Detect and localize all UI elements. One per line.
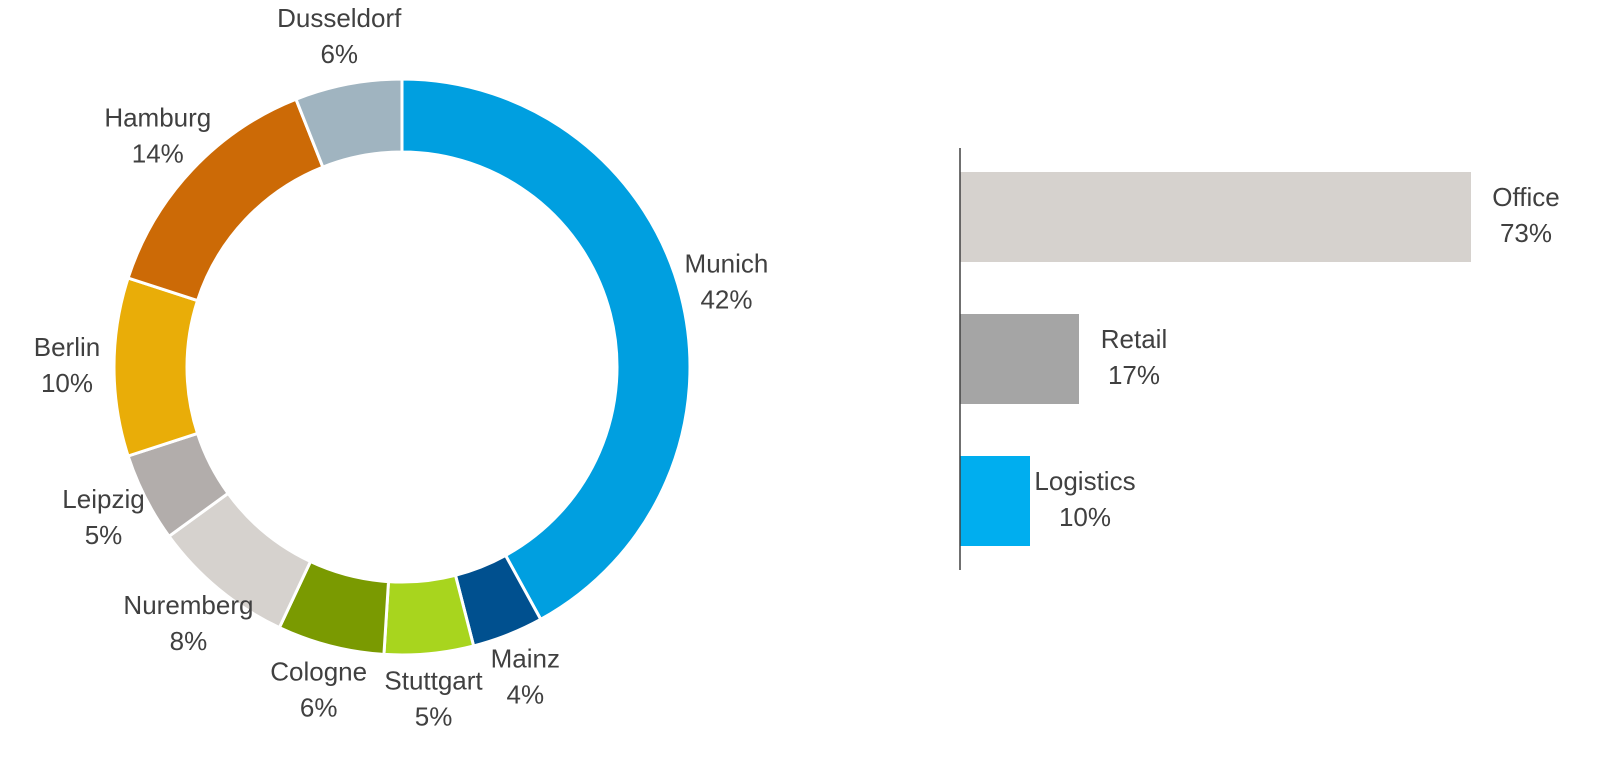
slice-label: Munich (685, 249, 769, 279)
bar (960, 172, 1471, 262)
bar-label: Logistics (1034, 466, 1135, 496)
bar-label: Retail (1101, 324, 1167, 354)
slice-label: Leipzig (62, 484, 144, 514)
slice-label: Mainz (491, 643, 560, 673)
slice-value-label: 4% (507, 679, 545, 709)
slice-label: Hamburg (104, 103, 211, 133)
slice-value-label: 14% (132, 139, 184, 169)
donut-slice (112, 276, 200, 458)
bar-value-label: 73% (1500, 218, 1552, 248)
slice-label: Dusseldorf (277, 3, 402, 33)
donut-slice (400, 77, 692, 622)
slice-value-label: 5% (85, 520, 123, 550)
slice-value-label: 42% (700, 285, 752, 315)
bar-value-label: 17% (1108, 360, 1160, 390)
slice-value-label: 6% (320, 39, 358, 69)
slice-value-label: 8% (170, 626, 208, 656)
bar-value-label: 10% (1059, 502, 1111, 532)
bar (960, 314, 1079, 404)
slice-label: Berlin (34, 332, 100, 362)
slice-value-label: 5% (415, 701, 453, 731)
slice-label: Cologne (270, 656, 367, 686)
bar-label: Office (1492, 182, 1559, 212)
donut-slice (294, 77, 404, 170)
slice-value-label: 6% (300, 692, 338, 722)
bar (960, 456, 1030, 546)
slice-label: Nuremberg (123, 590, 253, 620)
slice-value-label: 10% (41, 368, 93, 398)
slice-label: Stuttgart (384, 665, 483, 695)
